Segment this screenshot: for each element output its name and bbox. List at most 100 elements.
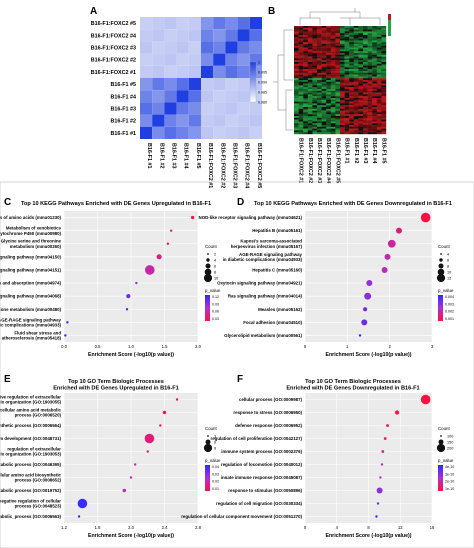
heatmap-b-cell: [353, 90, 359, 93]
heatmap-b-cell: [367, 65, 373, 68]
heatmap-a-cell: [213, 53, 226, 66]
heatmap-b-cell: [349, 54, 354, 57]
heatmap-b-cell: [363, 40, 368, 43]
heatmap-b-cell: [372, 89, 377, 91]
heatmap-b-cell: [344, 110, 350, 113]
heatmap-b-cell: [294, 33, 299, 36]
heatmap-b-cell: [376, 110, 382, 113]
heatmap-b-cell: [294, 81, 299, 84]
heatmap-b-cell: [344, 38, 350, 41]
heatmap-a-col-label: B16-F1:FOXC2 #2: [219, 143, 225, 188]
legend-p-title: p_value: [205, 458, 221, 463]
heatmap-b-cell: [294, 126, 299, 129]
heatmap-b-cell: [344, 31, 350, 34]
heatmap-b-cell: [353, 74, 359, 77]
y-term-label-line: in diabetic complications (mmu04933): [0, 322, 62, 327]
heatmap-b-cell: [353, 117, 359, 120]
heatmap-b-cell: [330, 63, 336, 66]
y-term-label: Kaposi's sarcoma-associated herpesvirus i…: [231, 239, 303, 249]
legend-p-label: 0.01: [212, 487, 219, 491]
heatmap-b-cell: [367, 51, 373, 54]
heatmap-b-cell: [335, 56, 341, 59]
heatmap-b-cell: [372, 45, 377, 48]
heatmap-b-cell: [363, 130, 368, 133]
heatmap-b-cell: [363, 63, 368, 66]
heatmap-b-cell: [363, 54, 368, 57]
heatmap-b-cell: [358, 58, 364, 61]
data-point: [162, 410, 167, 415]
heatmap-b-cell: [358, 92, 364, 95]
heatmap-b-cell: [335, 80, 341, 82]
heatmap-a-cell: [164, 41, 177, 54]
heatmap-b-cell: [326, 87, 331, 90]
heatmap-b-cell: [376, 132, 382, 135]
heatmap-b-cell: [372, 85, 377, 88]
heatmap-b-cell: [353, 94, 359, 97]
data-point: [144, 433, 155, 444]
x-tick-label: 0: [304, 525, 307, 530]
heatmap-b-cell: [367, 116, 373, 118]
heatmap-b-cell: [312, 110, 318, 113]
data-point: [66, 321, 69, 324]
heatmap-b-cell: [294, 103, 299, 106]
heatmap-b-cell: [335, 123, 341, 126]
heatmap-b-cell: [317, 123, 322, 126]
heatmap-b-cell: [326, 47, 331, 50]
heatmap-b-cell: [294, 42, 299, 45]
y-term-label: response to stress (GO:0006950): [233, 410, 302, 415]
heatmap-b-cell: [303, 121, 308, 124]
heatmap-b-cell: [330, 72, 336, 75]
heatmap-b-cell: [307, 65, 313, 68]
heatmap-b-cell: [367, 53, 373, 55]
heatmap-b-cell: [367, 29, 373, 32]
heatmap-b-cell: [317, 128, 322, 131]
heatmap-b-cell: [326, 67, 331, 70]
heatmap-b-cell: [307, 78, 313, 81]
data-point: [387, 239, 396, 248]
heatmap-b-cell: [294, 117, 299, 120]
heatmap-b-cell: [381, 49, 387, 52]
heatmap-b-cell: [317, 42, 322, 45]
heatmap-a-cell: [152, 90, 165, 103]
heatmap-b-cell: [363, 123, 368, 126]
heatmap-b-cell: [372, 51, 377, 54]
heatmap-a-cell: [188, 126, 201, 139]
data-point: [135, 281, 138, 285]
heatmap-b-cell: [317, 71, 322, 73]
heatmap-b-cell: [303, 80, 308, 82]
heatmap-b-cell: [376, 85, 382, 88]
heatmap-a-cell: [140, 17, 153, 30]
heatmap-b-cell: [294, 65, 299, 68]
heatmap-b-cell: [312, 74, 318, 77]
heatmap-a-cell: [188, 29, 201, 42]
heatmap-b-cell: [381, 65, 387, 68]
heatmap-b-cell: [326, 44, 331, 46]
heatmap-b-cell: [317, 89, 322, 91]
heatmap-b-cell: [330, 121, 336, 124]
heatmap-b-cell: [358, 101, 364, 104]
heatmap-a-cell: [225, 53, 238, 66]
heatmap-b-cell: [340, 51, 345, 54]
heatmap-b-cell: [367, 83, 373, 86]
heatmap-b-cell: [358, 54, 364, 57]
heatmap-b-cell: [358, 130, 364, 133]
heatmap-b-cell: [307, 81, 313, 84]
heatmap-b-cell: [312, 96, 318, 99]
heatmap-b-cell: [335, 74, 341, 77]
y-term-label-line: matrix organization (GO:1903053): [0, 452, 62, 457]
heatmap-b-cell: [372, 123, 377, 126]
heatmap-b-cell: [367, 98, 373, 100]
heatmap-b-cell: [340, 67, 345, 70]
heatmap-b-cell: [353, 26, 359, 28]
heatmap-a-row-label: B16-F1 #3: [111, 107, 136, 113]
legend-count-label: 8: [214, 270, 216, 274]
heatmap-b-cell: [335, 62, 341, 64]
heatmap-b-cell: [330, 114, 336, 117]
heatmap-b-cell: [363, 71, 368, 73]
heatmap-b-cell: [294, 116, 299, 118]
heatmap-b-cell: [294, 112, 299, 115]
heatmap-b-cell: [307, 132, 313, 135]
heatmap-b-cell: [312, 92, 318, 95]
heatmap-b-cell: [298, 132, 304, 135]
y-term-label-line: L-serine_metabolic_process (GO:0006563): [0, 514, 62, 519]
